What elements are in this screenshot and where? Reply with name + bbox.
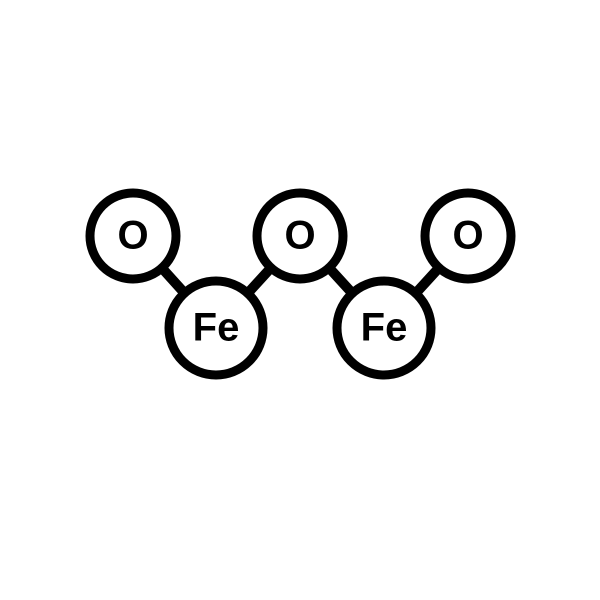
atom-circle-Fe1 xyxy=(169,281,263,375)
molecule-svg xyxy=(0,0,600,600)
atoms-layer xyxy=(90,193,511,375)
atom-circle-Fe2 xyxy=(337,281,431,375)
molecule-diagram: OFeOFeO xyxy=(0,0,600,600)
atom-circle-O2 xyxy=(257,193,343,279)
atom-circle-O3 xyxy=(425,193,511,279)
atom-circle-O1 xyxy=(90,193,176,279)
